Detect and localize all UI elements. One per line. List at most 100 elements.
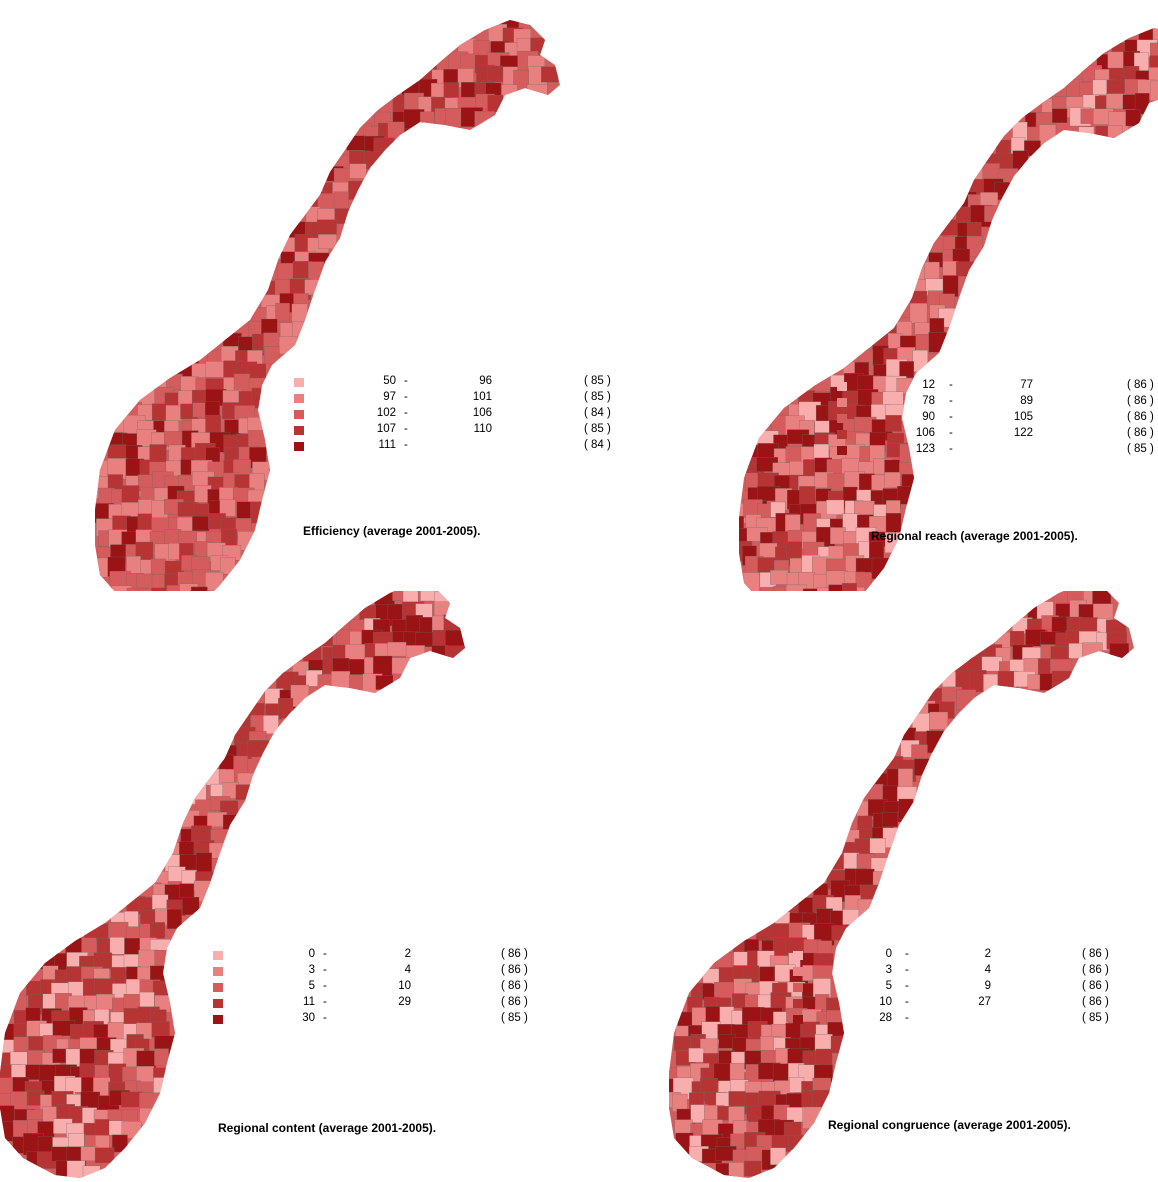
municipality-region (1109, 643, 1129, 659)
municipality-region (195, 852, 212, 874)
map-title: Regional congruence (average 2001-2005). (828, 1118, 1071, 1132)
municipality-region (885, 415, 902, 432)
municipality-region (219, 557, 236, 575)
legend-swatch (837, 382, 847, 391)
municipality-region (1149, 42, 1158, 59)
municipality-region (744, 1160, 762, 1177)
legend-swatch (213, 1015, 223, 1024)
municipality-region (1068, 643, 1084, 659)
legend-swatch (837, 398, 847, 407)
municipality-region (292, 321, 311, 339)
legend-lower-bound: 10 (879, 996, 892, 1008)
municipality-region (775, 1047, 790, 1065)
municipality-region (983, 673, 998, 694)
municipality-region (375, 675, 394, 690)
municipality-region (275, 302, 290, 322)
municipality-region (248, 430, 268, 450)
municipality-region (909, 303, 928, 324)
municipality-region (955, 261, 978, 277)
municipality-region (802, 1106, 822, 1129)
municipality-region (1009, 630, 1025, 647)
municipality-region (912, 350, 928, 373)
municipality-region (460, 82, 476, 100)
legend-count: ( 85 ) (1082, 1012, 1109, 1024)
municipality-region (70, 1024, 85, 1040)
legend-swatch (793, 967, 803, 976)
legend-count: ( 86 ) (1127, 395, 1154, 407)
map-panel-regional-congruence: 0 - 2 ( 86 ) 3 - 4 ( 86 ) 5 - 9 ( 86 ) 10 - 27 ( 86 … (579, 591, 1158, 1182)
map-title: Regional content (average 2001-2005). (218, 1121, 437, 1135)
legend-swatch (213, 951, 223, 960)
legend-dash: - (905, 948, 909, 960)
legend-lower-bound: 12 (922, 379, 935, 391)
legend-upper-bound: 105 (1013, 411, 1033, 423)
municipality-region (788, 1135, 804, 1150)
municipality-region (222, 814, 241, 831)
norway-map (669, 591, 1134, 1178)
municipality-region (387, 641, 407, 657)
municipality-region (121, 485, 140, 506)
municipality-region (443, 82, 459, 98)
municipality-region (205, 361, 224, 378)
municipality-region (899, 361, 914, 378)
municipality-region (700, 1078, 718, 1095)
legend-lower-bound: 90 (922, 411, 935, 423)
municipality-region (826, 499, 845, 515)
municipality-region (318, 234, 337, 249)
legend-count: ( 86 ) (1082, 948, 1109, 960)
municipality-region (526, 84, 548, 105)
legend-count: ( 84 ) (584, 407, 611, 419)
legend-lower-bound: 106 (915, 427, 935, 439)
legend-dash: - (905, 964, 909, 976)
legend-upper-bound: 9 (984, 980, 991, 992)
municipality-region (770, 1147, 786, 1165)
legend-count: ( 86 ) (501, 980, 528, 992)
municipality-region (179, 583, 199, 591)
legend-swatch (793, 1015, 803, 1024)
municipality-region (391, 657, 410, 675)
municipality-region (1152, 28, 1158, 43)
legend-lower-bound: 5 (885, 980, 892, 992)
map-title: Efficiency (average 2001-2005). (303, 524, 481, 538)
municipality-region (1078, 126, 1095, 143)
legend-swatch (294, 442, 304, 451)
legend-dash: - (404, 439, 408, 451)
municipality-region (96, 993, 115, 1010)
municipality-region (263, 715, 279, 734)
legend-upper-bound: 2 (404, 948, 411, 960)
legend-count: ( 86 ) (1127, 411, 1154, 423)
legend-count: ( 85 ) (584, 423, 611, 435)
municipality-region (842, 909, 860, 925)
municipality-region (829, 854, 846, 870)
municipality-region (942, 275, 959, 297)
legend-count: ( 85 ) (501, 1012, 528, 1024)
legend-dash: - (323, 964, 327, 976)
municipality-region (914, 758, 934, 776)
region-cells (0, 591, 465, 1178)
legend-upper-bound: 4 (984, 964, 991, 976)
municipality-region (1082, 642, 1103, 665)
legend-swatch (213, 967, 223, 976)
municipality-region (151, 894, 169, 910)
municipality-region (278, 698, 294, 719)
municipality-region (785, 514, 801, 533)
municipality-region (429, 54, 450, 71)
map-panel-regional-reach: 12 - 77 ( 86 ) 78 - 89 ( 86 ) 90 - 105 ( 86 ) 106… (579, 0, 1158, 591)
municipality-region (177, 501, 196, 517)
municipality-region (929, 318, 945, 333)
legend-count: ( 86 ) (1127, 379, 1154, 391)
municipality-region (192, 516, 210, 531)
municipality-region (151, 1021, 170, 1038)
legend-count: ( 86 ) (501, 948, 528, 960)
legend-count: ( 85 ) (1127, 443, 1154, 455)
legend-lower-bound: 102 (376, 407, 396, 419)
municipality-region (107, 1022, 125, 1041)
municipality-region (445, 645, 465, 667)
municipality-region (445, 629, 465, 648)
municipality-region (841, 583, 857, 591)
legend-dash: - (323, 948, 327, 960)
municipality-region (831, 925, 851, 941)
municipality-region (179, 883, 195, 898)
municipality-region (250, 501, 266, 524)
municipality-region (770, 570, 789, 585)
